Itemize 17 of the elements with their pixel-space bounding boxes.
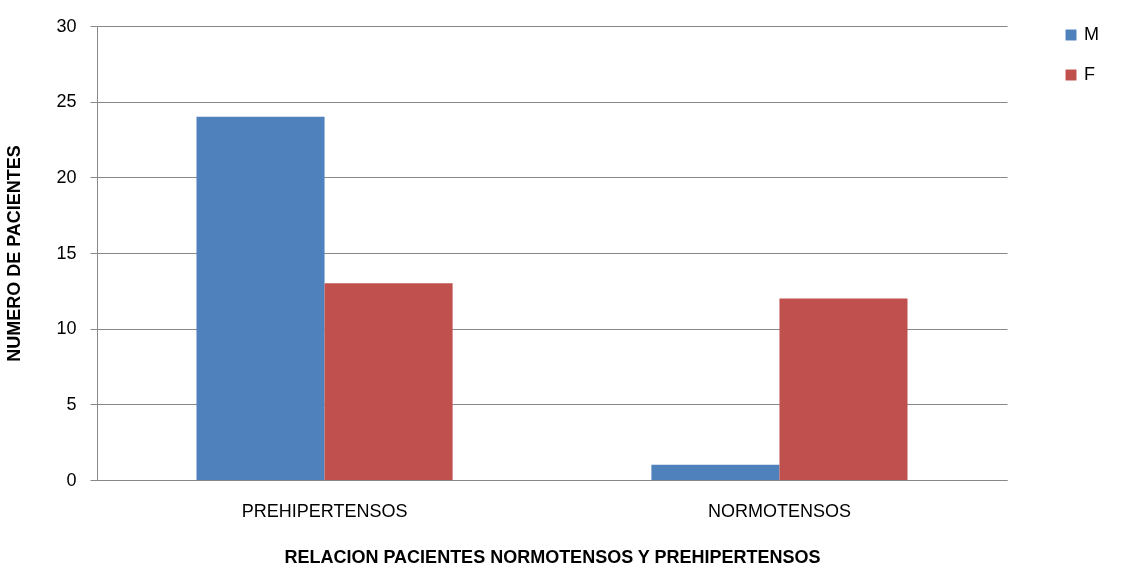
- bar: [196, 116, 325, 480]
- y-tick-label: 30: [56, 15, 77, 36]
- y-tick-label: 25: [56, 91, 77, 112]
- y-tick-label: 20: [56, 166, 77, 187]
- legend-label: F: [1084, 64, 1095, 84]
- bar: [324, 283, 453, 480]
- y-tick-label: 10: [56, 318, 77, 339]
- x-tick-label: PREHIPERTENSOS: [241, 500, 408, 521]
- x-tick-label: NORMOTENSOS: [707, 500, 851, 521]
- bar: [779, 298, 908, 480]
- y-tick-label: 15: [56, 242, 77, 263]
- y-tick-label: 0: [66, 469, 77, 490]
- y-tick-label: 5: [66, 393, 77, 414]
- bar: [651, 464, 780, 480]
- x-axis-title: RELACION PACIENTES NORMOTENSOS Y PREHIPERTENSOS: [284, 546, 821, 567]
- y-axis-title: NUMERO DE PACIENTES: [4, 145, 25, 362]
- legend-label: M: [1084, 24, 1099, 44]
